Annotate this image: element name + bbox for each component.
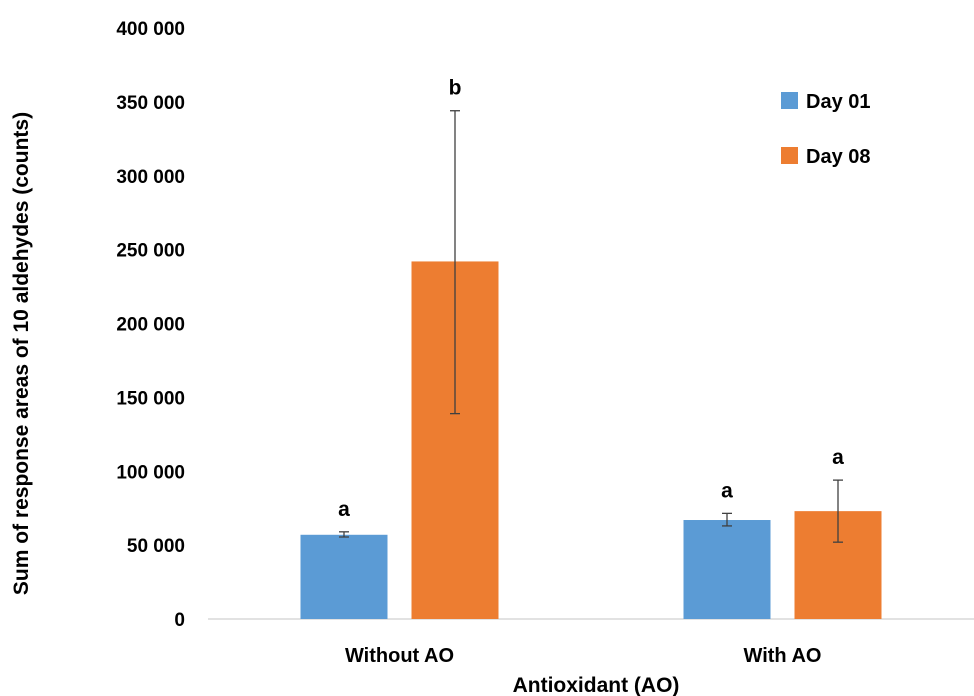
- significance-label: b: [449, 77, 462, 100]
- legend-label: Day 08: [806, 146, 871, 168]
- bar: [300, 534, 388, 619]
- y-tick-label: 200 000: [116, 315, 185, 336]
- y-tick-label: 50 000: [127, 536, 185, 557]
- bar: [683, 520, 771, 619]
- y-tick-label: 400 000: [116, 19, 185, 40]
- y-axis-ticks: 0 50 000 100 000 150 000 200 000 250 000 300 0…: [116, 19, 185, 631]
- y-tick-label: 300 000: [116, 167, 185, 188]
- category-label: Without AO: [345, 645, 454, 667]
- legend-swatch: [781, 147, 798, 164]
- y-tick-label: 100 000: [116, 462, 185, 483]
- legend: Day 01 Day 08: [781, 91, 871, 168]
- y-tick-label: 250 000: [116, 241, 185, 262]
- y-tick-label: 350 000: [116, 93, 185, 114]
- x-axis-title: Antioxidant (AO): [513, 674, 680, 696]
- y-axis-title: Sum of response areas of 10 aldehydes (c…: [10, 112, 33, 595]
- legend-swatch: [781, 92, 798, 109]
- category-label: With AO: [744, 645, 822, 667]
- category-labels: Without AO With AO: [345, 645, 822, 667]
- y-tick-label: 0: [174, 610, 185, 631]
- significance-label: a: [721, 479, 733, 502]
- significance-label: a: [832, 446, 844, 469]
- bars-group: a b a a: [300, 77, 882, 619]
- significance-label: a: [338, 498, 350, 521]
- y-tick-label: 150 000: [116, 388, 185, 409]
- legend-label: Day 01: [806, 91, 871, 113]
